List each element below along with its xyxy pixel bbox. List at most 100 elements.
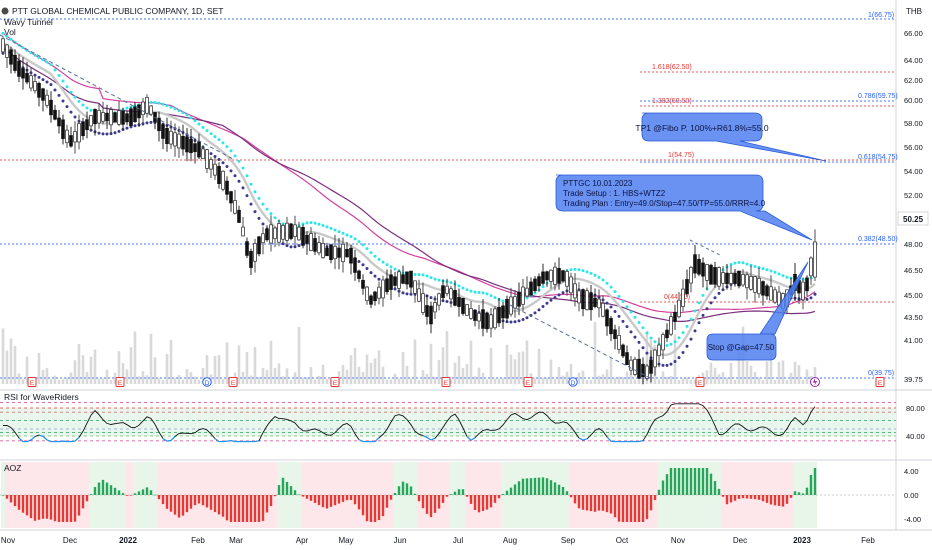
candle-body [653, 349, 657, 368]
aoz-bar [285, 481, 289, 495]
event-marker-earnings[interactable]: E [27, 377, 37, 388]
aoz-bar [73, 495, 77, 522]
earnings-marker-icon [441, 377, 451, 387]
candle-body [313, 238, 317, 252]
candle-body [529, 281, 533, 296]
tunnel-top-dot [465, 288, 469, 292]
time-tick-label: Feb [191, 536, 205, 545]
tunnel-top-dot [5, 34, 9, 38]
aoz-bar [133, 493, 137, 495]
tunnel-top-dot [165, 104, 169, 108]
tunnel-top-dot [253, 190, 257, 194]
tunnel-top-dot [381, 260, 385, 264]
aoz-bar [525, 478, 529, 495]
tunnel-low-dot [549, 298, 553, 302]
volume-bar [785, 379, 789, 384]
price-tick-label: 60.00 [904, 96, 923, 105]
tunnel-low-dot [537, 308, 541, 312]
event-marker-earnings[interactable]: E [695, 377, 705, 388]
tunnel-low-dot [217, 157, 221, 161]
candle-body [341, 243, 345, 263]
candle-body [573, 283, 577, 299]
tunnel-low-dot [701, 313, 705, 317]
tunnel-top-dot [501, 299, 505, 303]
candle-body [469, 308, 473, 319]
volume-bar [633, 379, 637, 384]
event-marker-label: E [698, 380, 703, 387]
volume-bar [305, 377, 309, 384]
event-marker-earnings[interactable]: E [228, 377, 238, 388]
aoz-bar [465, 495, 469, 497]
volume-bar [169, 340, 173, 384]
candle-body [609, 318, 613, 335]
tunnel-top-dot [41, 58, 45, 62]
event-marker-earnings[interactable]: E [330, 377, 340, 388]
event-marker-label: E [118, 380, 123, 387]
volume-bar [353, 347, 357, 384]
volume-bar [677, 379, 681, 384]
indicator-label-vol[interactable]: Vol [4, 27, 16, 37]
aoz-bar [645, 495, 649, 520]
aoz-bar [517, 481, 521, 495]
aoz-bar [609, 495, 613, 514]
aoz-bar [801, 493, 805, 495]
aoz-bar [117, 490, 121, 495]
volume-bar [185, 369, 189, 384]
tunnel-top-dot [449, 281, 453, 285]
event-marker-earnings[interactable]: E [115, 377, 125, 388]
aoz-bar [549, 480, 553, 495]
tunnel-top-dot [413, 273, 417, 277]
aoz-bar [741, 495, 745, 499]
candle-body [93, 109, 97, 125]
event-marker-dividend[interactable]: D [568, 377, 578, 387]
tunnel-top-dot [673, 340, 677, 344]
aoz-bar [1, 495, 5, 496]
aoz-bar [489, 495, 493, 508]
volume-bar [45, 368, 49, 384]
volume-bar [349, 355, 353, 384]
aoz-bar [529, 478, 533, 495]
tp-callout[interactable] [641, 112, 827, 162]
tunnel-low-dot [225, 164, 229, 168]
volume-bar [693, 379, 697, 384]
volume-bar [237, 345, 241, 384]
aoz-bar [313, 495, 317, 503]
fib-label: 0(39.75) [868, 370, 894, 377]
rsi-title[interactable]: RSI for WaveRiders [4, 392, 79, 402]
rsi-oversold-segment [430, 437, 436, 441]
event-marker-earnings[interactable]: E [875, 377, 885, 388]
candle-body [129, 108, 133, 126]
volume-bar [77, 343, 81, 384]
candle-body [197, 141, 201, 158]
aoz-bar [205, 495, 209, 508]
candle-body [109, 109, 113, 126]
aoz-bar [249, 495, 253, 522]
tunnel-top-dot [309, 221, 313, 225]
event-marker-earnings[interactable]: E [523, 377, 533, 388]
indicator-label-wavy-tunnel[interactable]: Wavy Tunnel [4, 17, 53, 27]
time-axis: Nov Dec 2022 Feb Mar Apr May Jun Jul Aug Sep Oct Nov… [1, 536, 876, 545]
volume-bar [669, 376, 673, 384]
candle-body [237, 209, 241, 223]
aoz-title[interactable]: AOZ [4, 463, 21, 473]
tunnel-low-dot [721, 288, 725, 292]
tunnel-low-dot [717, 291, 721, 295]
event-marker-dividend[interactable]: D [202, 377, 212, 387]
aoz-bar [717, 488, 721, 495]
tunnel-low-dot [65, 105, 69, 109]
tunnel-low-dot [513, 320, 517, 324]
tunnel-top-dot [241, 166, 245, 170]
time-tick-label: Dec [733, 536, 747, 545]
plan-callout[interactable] [555, 174, 813, 241]
volume-bar [533, 378, 537, 384]
event-marker-earnings[interactable]: E [441, 377, 451, 388]
volume-bar [373, 358, 377, 384]
aoz-tick-label: 4.00 [904, 467, 919, 476]
tunnel-top-dot [773, 270, 777, 274]
aoz-bar [701, 468, 705, 495]
stop-callout[interactable] [706, 261, 809, 361]
candle-body [365, 286, 369, 302]
candle-body [513, 296, 517, 309]
aoz-bar [453, 491, 457, 495]
